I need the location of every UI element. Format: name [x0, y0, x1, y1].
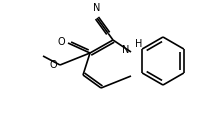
Text: N: N	[93, 3, 101, 13]
Text: N: N	[122, 45, 129, 55]
Text: O: O	[49, 60, 57, 70]
Text: O: O	[57, 37, 65, 47]
Text: H: H	[135, 39, 143, 49]
